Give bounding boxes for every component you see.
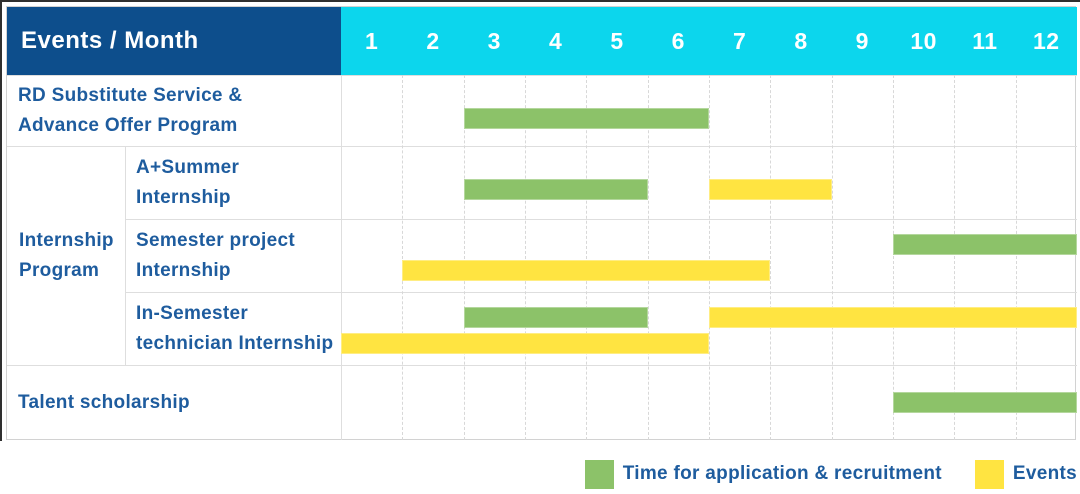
group-label-internship-program: Internship Program (7, 146, 125, 365)
row-label-talent-scholarship: Talent scholarship (7, 365, 341, 440)
row-separator (7, 75, 1077, 76)
month-header-2: 2 (426, 27, 440, 54)
row-label-line: RD Substitute Service & (18, 84, 243, 106)
events-table: Events / Month 1 2 3 4 5 6 7 8 9 10 11 12 RD Substi… (6, 6, 1077, 440)
month-header-1: 1 (365, 27, 379, 54)
month-header-8: 8 (794, 27, 808, 54)
row-label-line: Advance Offer Program (18, 114, 238, 136)
row-label-line: A+Summer (136, 156, 240, 178)
month-header-7: 7 (732, 27, 747, 54)
row-label-semester-project: Semester project Internship (125, 219, 341, 292)
gantt-bar-yellow (402, 260, 771, 281)
row-separator (7, 146, 1077, 147)
month-gridline (893, 75, 894, 440)
row-label-a-plus-summer: A+Summer Internship (125, 146, 341, 219)
month-header-3: 3 (487, 27, 501, 54)
month-header-4: 4 (549, 27, 563, 54)
row-track (341, 75, 1077, 146)
row-label-line: Talent scholarship (18, 391, 190, 413)
screenshot-left-edge (0, 0, 2, 441)
row-track (341, 292, 1077, 365)
month-gridline (831, 75, 833, 440)
month-header-5: 5 (610, 27, 624, 54)
gantt-bar-green (463, 179, 648, 200)
screenshot-top-edge (0, 0, 1080, 2)
row-label-rd-substitute: RD Substitute Service & Advance Offer Pr… (7, 75, 341, 146)
row-track (341, 365, 1077, 440)
row-label-line: technician Internship (136, 332, 334, 354)
month-gridline (402, 75, 404, 440)
month-header-11: 11 (972, 27, 998, 54)
gantt-bar-green (893, 234, 1077, 255)
table-title-cell: Events / Month (7, 7, 341, 75)
month-header-9: 9 (855, 27, 869, 54)
gantt-bar-green (893, 392, 1077, 413)
legend-swatch-application-recruitment (584, 459, 614, 489)
month-gridline (770, 75, 772, 440)
legend-swatch-events (974, 459, 1004, 489)
month-gridline (525, 75, 526, 440)
gantt-bar-green (463, 307, 648, 328)
label-column-divider (341, 75, 342, 440)
month-header-row: 1 2 3 4 5 6 7 8 9 10 11 12 (341, 7, 1077, 75)
gantt-bar-yellow (709, 307, 1077, 328)
month-gridline (954, 75, 956, 440)
month-header-6: 6 (671, 27, 685, 54)
month-header-10: 10 (910, 27, 937, 54)
month-header-12: 12 (1032, 27, 1060, 54)
row-label-line: Semester project (136, 229, 295, 251)
row-label-line: In-Semester (136, 302, 249, 324)
month-gridline (647, 75, 649, 440)
row-label-line: Internship (136, 259, 231, 281)
month-gridline (1015, 75, 1017, 440)
gantt-bar-yellow (709, 179, 832, 200)
legend-label-application-recruitment: Time for application & recruitment (622, 463, 942, 484)
row-track (341, 146, 1077, 219)
month-gridline (463, 75, 465, 440)
row-track (341, 219, 1077, 292)
group-column-divider (125, 146, 126, 365)
row-label-line: Internship (136, 186, 231, 208)
gantt-bar-green (463, 108, 709, 129)
gantt-bar-yellow (341, 333, 709, 354)
legend-label-events: Events (1012, 463, 1077, 484)
month-gridline (586, 75, 588, 440)
table-title: Events / Month (21, 27, 199, 54)
legend: Time for application & recruitment Event… (0, 458, 1077, 490)
row-separator (125, 292, 1077, 293)
row-separator (125, 219, 1077, 220)
group-label-line: Program (19, 259, 100, 281)
row-label-in-semester-technician: In-Semester technician Internship (125, 292, 341, 365)
row-separator (7, 365, 1077, 366)
group-label-line: Internship (19, 229, 114, 251)
month-gridline (709, 75, 710, 440)
